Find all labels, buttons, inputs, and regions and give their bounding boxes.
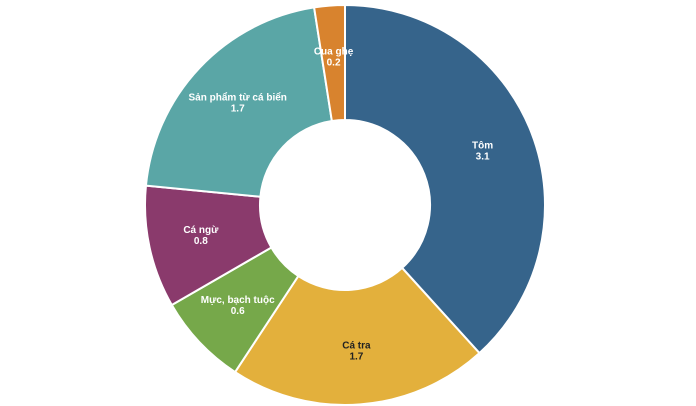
value-label: 0.2 [327,58,341,69]
slice-label: Mực, bạch tuộc [201,295,275,306]
slice-label: Cá ngừ [183,225,219,236]
slice [144,6,334,198]
slice-label: Tôm [472,141,493,152]
slice [312,3,346,123]
slice [233,266,481,406]
value-label: 0.6 [231,306,245,317]
value-label: 3.1 [476,152,490,163]
slice-label: Sản phẩm từ cá biển [189,91,287,103]
slice-label: Cá tra [342,341,371,352]
value-label: 0.8 [194,236,208,247]
slice-label: Cua ghẹ [314,47,354,58]
slice [344,3,546,355]
value-label: 1.7 [231,103,245,114]
value-label: 1.7 [349,352,363,363]
